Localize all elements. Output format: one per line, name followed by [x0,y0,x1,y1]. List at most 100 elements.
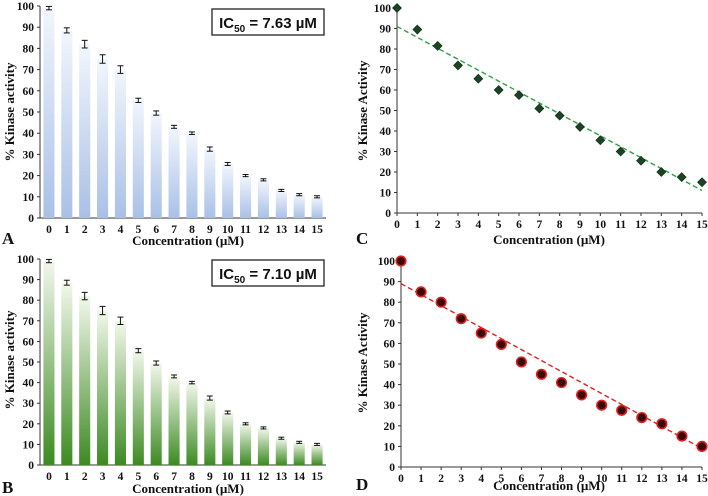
bar-b [275,438,287,465]
x-tick-label-b: 13 [276,471,288,483]
x-tick-label-c: 7 [536,219,542,231]
y-tick-label-a: 40 [23,128,35,140]
x-tick-label-a: 13 [276,224,288,236]
x-tick-label-b: 3 [100,471,106,483]
data-point-c [595,135,606,146]
bar-b [186,382,198,465]
data-point-c [676,172,687,183]
y-tick-label-b: 30 [23,398,35,410]
x-tick-label-a: 12 [258,224,270,236]
x-tick-label-b: 11 [240,471,251,483]
panel-letter-d: D [356,475,368,494]
x-tick-label-a: 2 [82,224,88,236]
bar-a [257,179,269,218]
x-axis-label-a: Concentration (µM) [132,233,244,248]
data-point-c [493,85,504,95]
x-tick-label-c: 6 [516,219,522,231]
y-tick-label-c: 60 [380,85,392,97]
data-point-c [615,146,626,157]
y-tick-label-c: 100 [374,3,392,15]
trendline-d [400,283,703,450]
y-tick-label-b: 50 [23,357,35,369]
x-tick-label-c: 1 [414,219,420,231]
bar-b [61,282,73,465]
x-tick-label-d: 7 [539,473,545,485]
bar-a [186,133,198,218]
x-tick-label-d: 14 [676,473,688,485]
x-tick-label-d: 12 [636,473,648,485]
x-tick-label-b: 4 [118,471,124,483]
x-tick-label-c: 2 [435,219,441,231]
y-tick-label-d: 0 [389,462,395,474]
data-point-d [555,376,568,389]
y-tick-label-c: 0 [385,208,391,220]
data-point-c [575,121,585,132]
trendline-c [396,25,703,192]
x-tick-label-b: 12 [258,471,270,483]
bar-a [293,194,305,218]
bar-b [79,296,91,465]
x-tick-label-b: 6 [153,471,159,483]
x-tick-label-b: 15 [311,471,323,483]
data-point-c [453,60,463,71]
bar-a [222,163,234,218]
x-tick-label-c: 12 [635,219,647,231]
x-tick-label-c: 3 [455,219,461,231]
data-point-d [515,356,528,368]
data-point-d [455,313,467,325]
data-point-d [696,440,708,453]
x-tick-label-d: 4 [478,473,484,485]
bar-b [43,261,55,465]
y-tick-label-a: 50 [23,107,35,119]
x-tick-label-b: 8 [189,471,195,483]
x-tick-label-c: 8 [557,219,563,231]
bar-b [240,423,252,465]
x-tick-label-d: 10 [596,473,608,485]
x-tick-label-c: 15 [696,219,708,231]
data-point-c [514,90,524,101]
data-point-d [596,399,608,411]
x-tick-label-d: 11 [616,473,627,485]
y-tick-label-d: 80 [384,297,396,309]
y-axis-label-a: % Kinase activity [2,62,17,161]
data-point-c [412,24,423,35]
x-tick-label-c: 0 [394,219,400,231]
x-tick-label-b: 2 [82,471,88,483]
ic50-label-a: IC50 = 7.63 µM [219,15,317,35]
x-tick-label-c: 4 [475,219,481,231]
panel-letter-b: B [2,478,13,496]
data-point-c [697,177,707,188]
y-tick-label-a: 10 [23,192,35,204]
y-tick-label-d: 50 [384,359,396,371]
y-tick-label-a: 20 [23,171,35,183]
data-point-c [636,155,646,166]
x-axis-label-b: Concentration (µM) [132,481,244,496]
x-tick-label-d: 9 [579,473,585,485]
y-tick-label-d: 20 [384,421,396,433]
bar-a [79,44,91,218]
y-tick-label-c: 10 [380,188,392,200]
bar-a [275,190,287,218]
bar-b [257,427,269,465]
y-axis-label-b: % Kinase activity [2,310,17,409]
x-tick-label-a: 4 [118,224,124,236]
x-tick-label-c: 5 [496,219,502,231]
y-tick-label-b: 70 [23,316,35,328]
x-tick-label-d: 13 [656,473,668,485]
data-point-c [656,167,667,177]
y-tick-label-d: 30 [384,400,396,412]
y-tick-label-c: 80 [380,44,392,56]
data-point-d [415,286,427,298]
data-point-d [435,296,447,308]
data-point-d [676,430,688,442]
data-point-c [473,73,484,84]
bar-b [132,350,144,465]
y-tick-label-a: 90 [23,22,35,34]
data-point-d [495,338,507,351]
y-tick-label-b: 20 [23,419,35,431]
bar-b [222,412,234,465]
y-axis-label-d: % Kinase Activity [355,312,370,414]
